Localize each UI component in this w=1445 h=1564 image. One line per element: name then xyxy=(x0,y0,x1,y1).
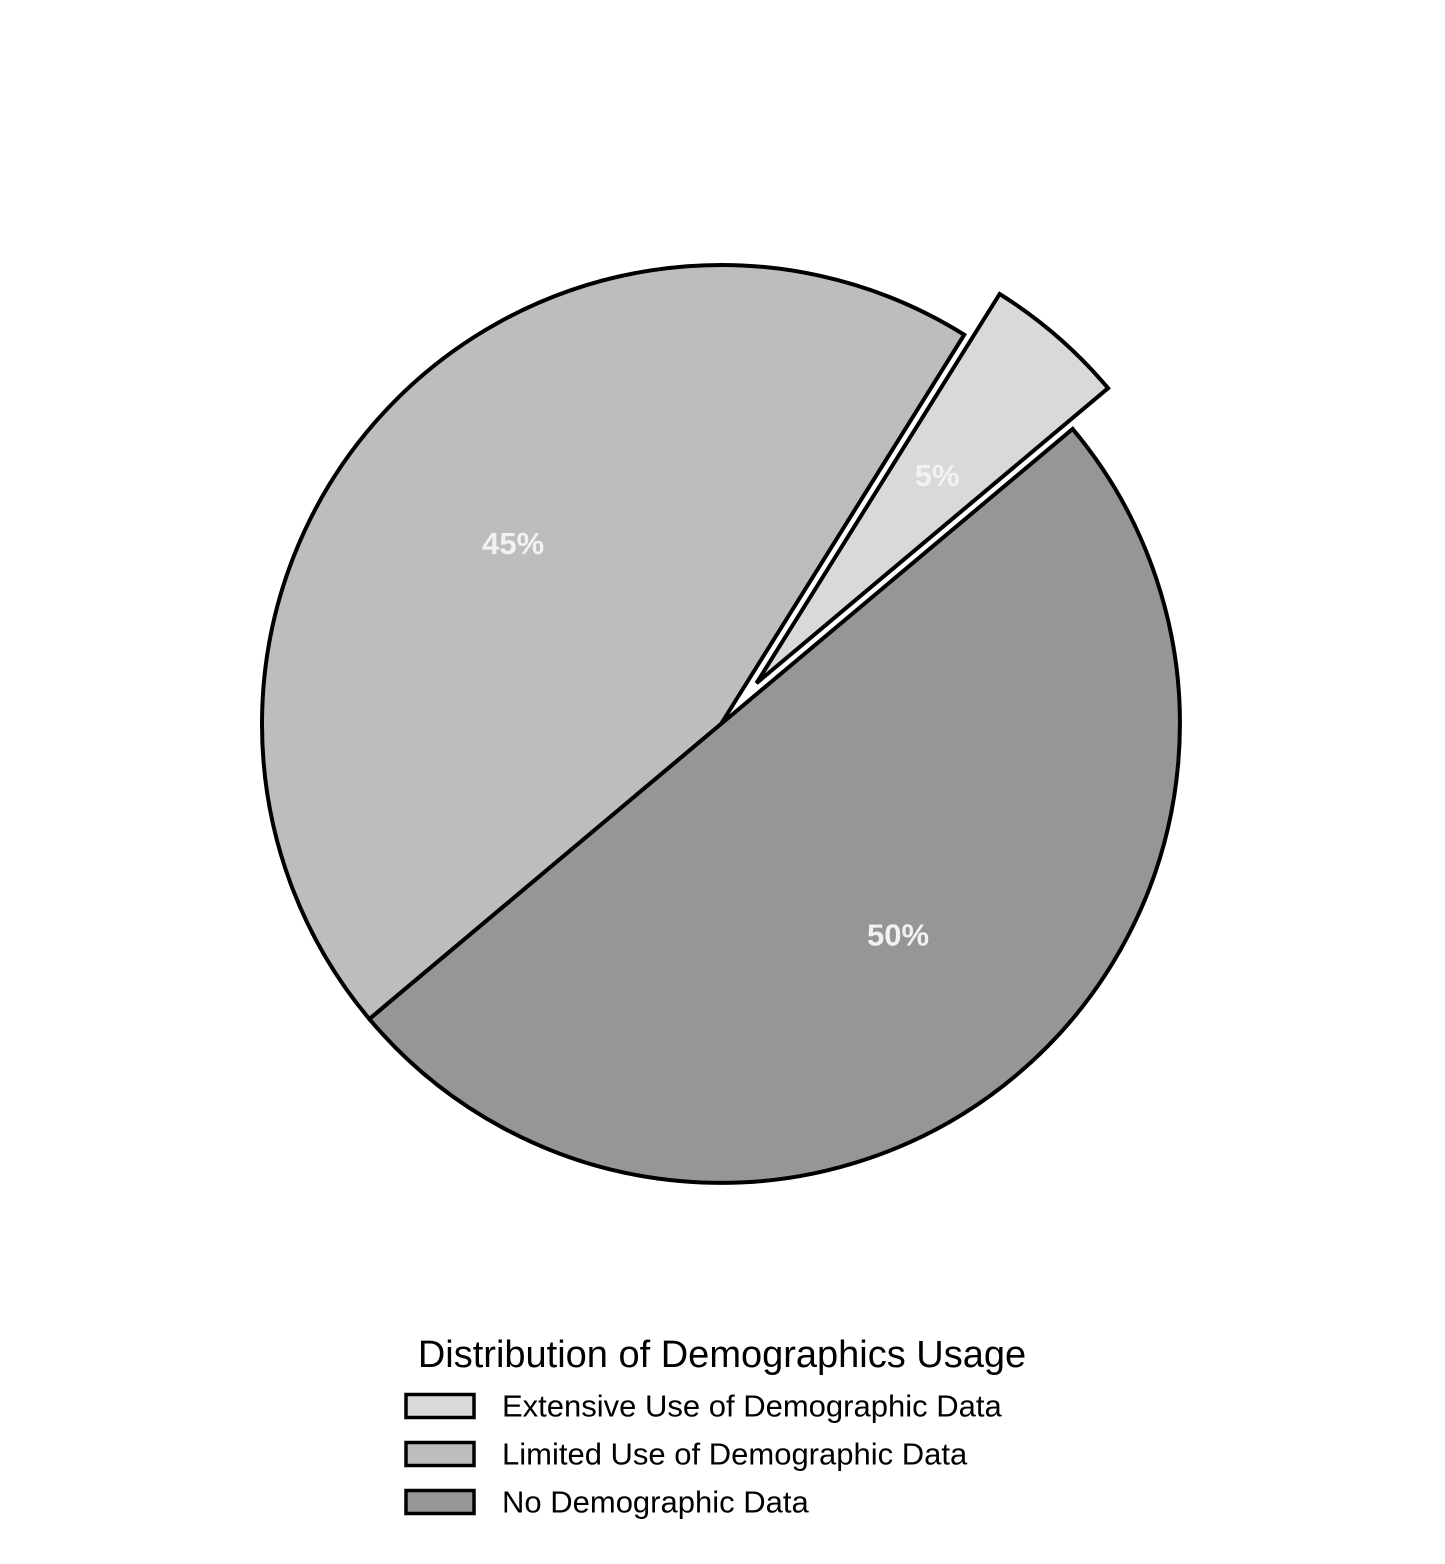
pie-slice-labels: 5% 45% 50% xyxy=(482,458,959,953)
legend-swatch-2 xyxy=(404,1440,476,1468)
pie-slice-label-1: 5% xyxy=(915,458,960,493)
legend-label-2: Limited Use of Demographic Data xyxy=(502,1437,968,1472)
legend: Distribution of Demographics Usage Exten… xyxy=(404,1334,1026,1520)
legend-label-1: Extensive Use of Demographic Data xyxy=(502,1389,1002,1424)
legend-items: Extensive Use of Demographic Data Limited… xyxy=(404,1389,1002,1520)
pie-slice-label-3: 50% xyxy=(867,917,929,952)
legend-title: Distribution of Demographics Usage xyxy=(418,1334,1026,1376)
pie-slice-label-2: 45% xyxy=(482,526,544,561)
pie-slices xyxy=(260,263,1182,1185)
legend-swatch-1 xyxy=(404,1392,476,1420)
pie-slice-1 xyxy=(754,291,1111,685)
legend-swatch-3 xyxy=(404,1488,476,1516)
legend-label-3: No Demographic Data xyxy=(502,1485,809,1520)
pie-slice-3 xyxy=(366,426,1182,1185)
pie-slice-2 xyxy=(260,263,967,1022)
